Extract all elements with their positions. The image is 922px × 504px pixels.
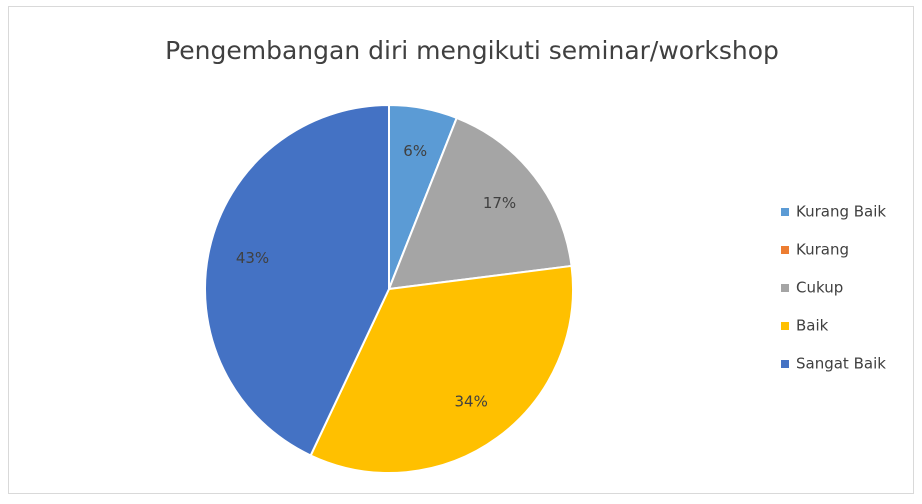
legend-swatch	[781, 284, 789, 292]
legend-label: Kurang	[796, 241, 849, 259]
legend-label: Baik	[796, 317, 829, 335]
legend-label: Kurang Baik	[796, 203, 886, 221]
legend-swatch	[781, 360, 789, 368]
pie-slice	[387, 116, 573, 291]
data-label: 34%	[455, 393, 488, 411]
pie-slice	[204, 103, 390, 457]
data-label: 43%	[236, 249, 269, 267]
legend-label: Cukup	[796, 279, 843, 297]
data-label: 6%	[403, 142, 427, 160]
legend-label: Sangat Baik	[796, 355, 886, 373]
chart-title: Pengembangan diri mengikuti seminar/work…	[165, 36, 779, 65]
legend-swatch	[781, 208, 789, 216]
legend-swatch	[781, 322, 789, 330]
data-label: 17%	[483, 194, 516, 212]
legend-swatch	[781, 246, 789, 254]
